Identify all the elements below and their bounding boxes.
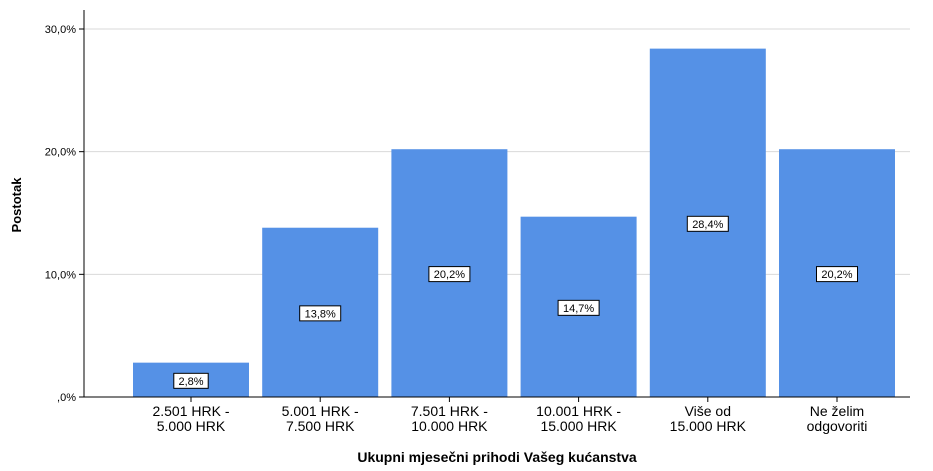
- bars: [133, 48, 895, 397]
- data-label-box: [173, 372, 209, 389]
- data-label-box: [686, 215, 729, 232]
- x-tick-label: Više od 15.000 HRK: [670, 403, 747, 434]
- data-label: 28,4%: [692, 219, 723, 231]
- axes: [83, 10, 910, 398]
- x-tick-label: 7.501 HRK -10.000 HRK: [411, 403, 488, 434]
- y-tick-label: 20,0%: [45, 147, 76, 159]
- x-tick-label: 2.501 HRK -5.000 HRK: [152, 403, 229, 434]
- x-tick-label: 5.001 HRK -7.500 HRK: [282, 403, 359, 434]
- data-label: 2,8%: [178, 376, 203, 388]
- data-labels: 2,8% 13,8% 20,2% 14,7% 28,4% 20,2%: [173, 215, 858, 389]
- data-label: 13,8%: [305, 308, 336, 320]
- y-tick-label: ,0%: [57, 392, 76, 404]
- x-ticks: 2.501 HRK -5.000 HRK 5.001 HRK -7.500 HRK…: [152, 397, 867, 434]
- data-label: 20,2%: [434, 269, 465, 281]
- data-label: 14,7%: [563, 303, 594, 315]
- x-axis-title: Ukupni mjesečni prihodi Vašeg kućanstva: [357, 449, 637, 465]
- data-label-box: [299, 305, 342, 322]
- data-label-box: [428, 266, 471, 283]
- x-tick-label: 10.001 HRK -15.000 HRK: [536, 403, 621, 434]
- y-tick-label: 10,0%: [45, 269, 76, 281]
- data-label-box: [557, 299, 600, 316]
- y-tick-label: 30,0%: [45, 24, 76, 36]
- y-axis-title: Postotak: [9, 177, 24, 233]
- x-tick-label: Ne želim odgovoriti: [807, 403, 868, 434]
- y-ticks: ,0% 10,0% 20,0% 30,0%: [45, 24, 84, 404]
- data-label: 20,2%: [821, 269, 852, 281]
- data-label-box: [816, 266, 858, 283]
